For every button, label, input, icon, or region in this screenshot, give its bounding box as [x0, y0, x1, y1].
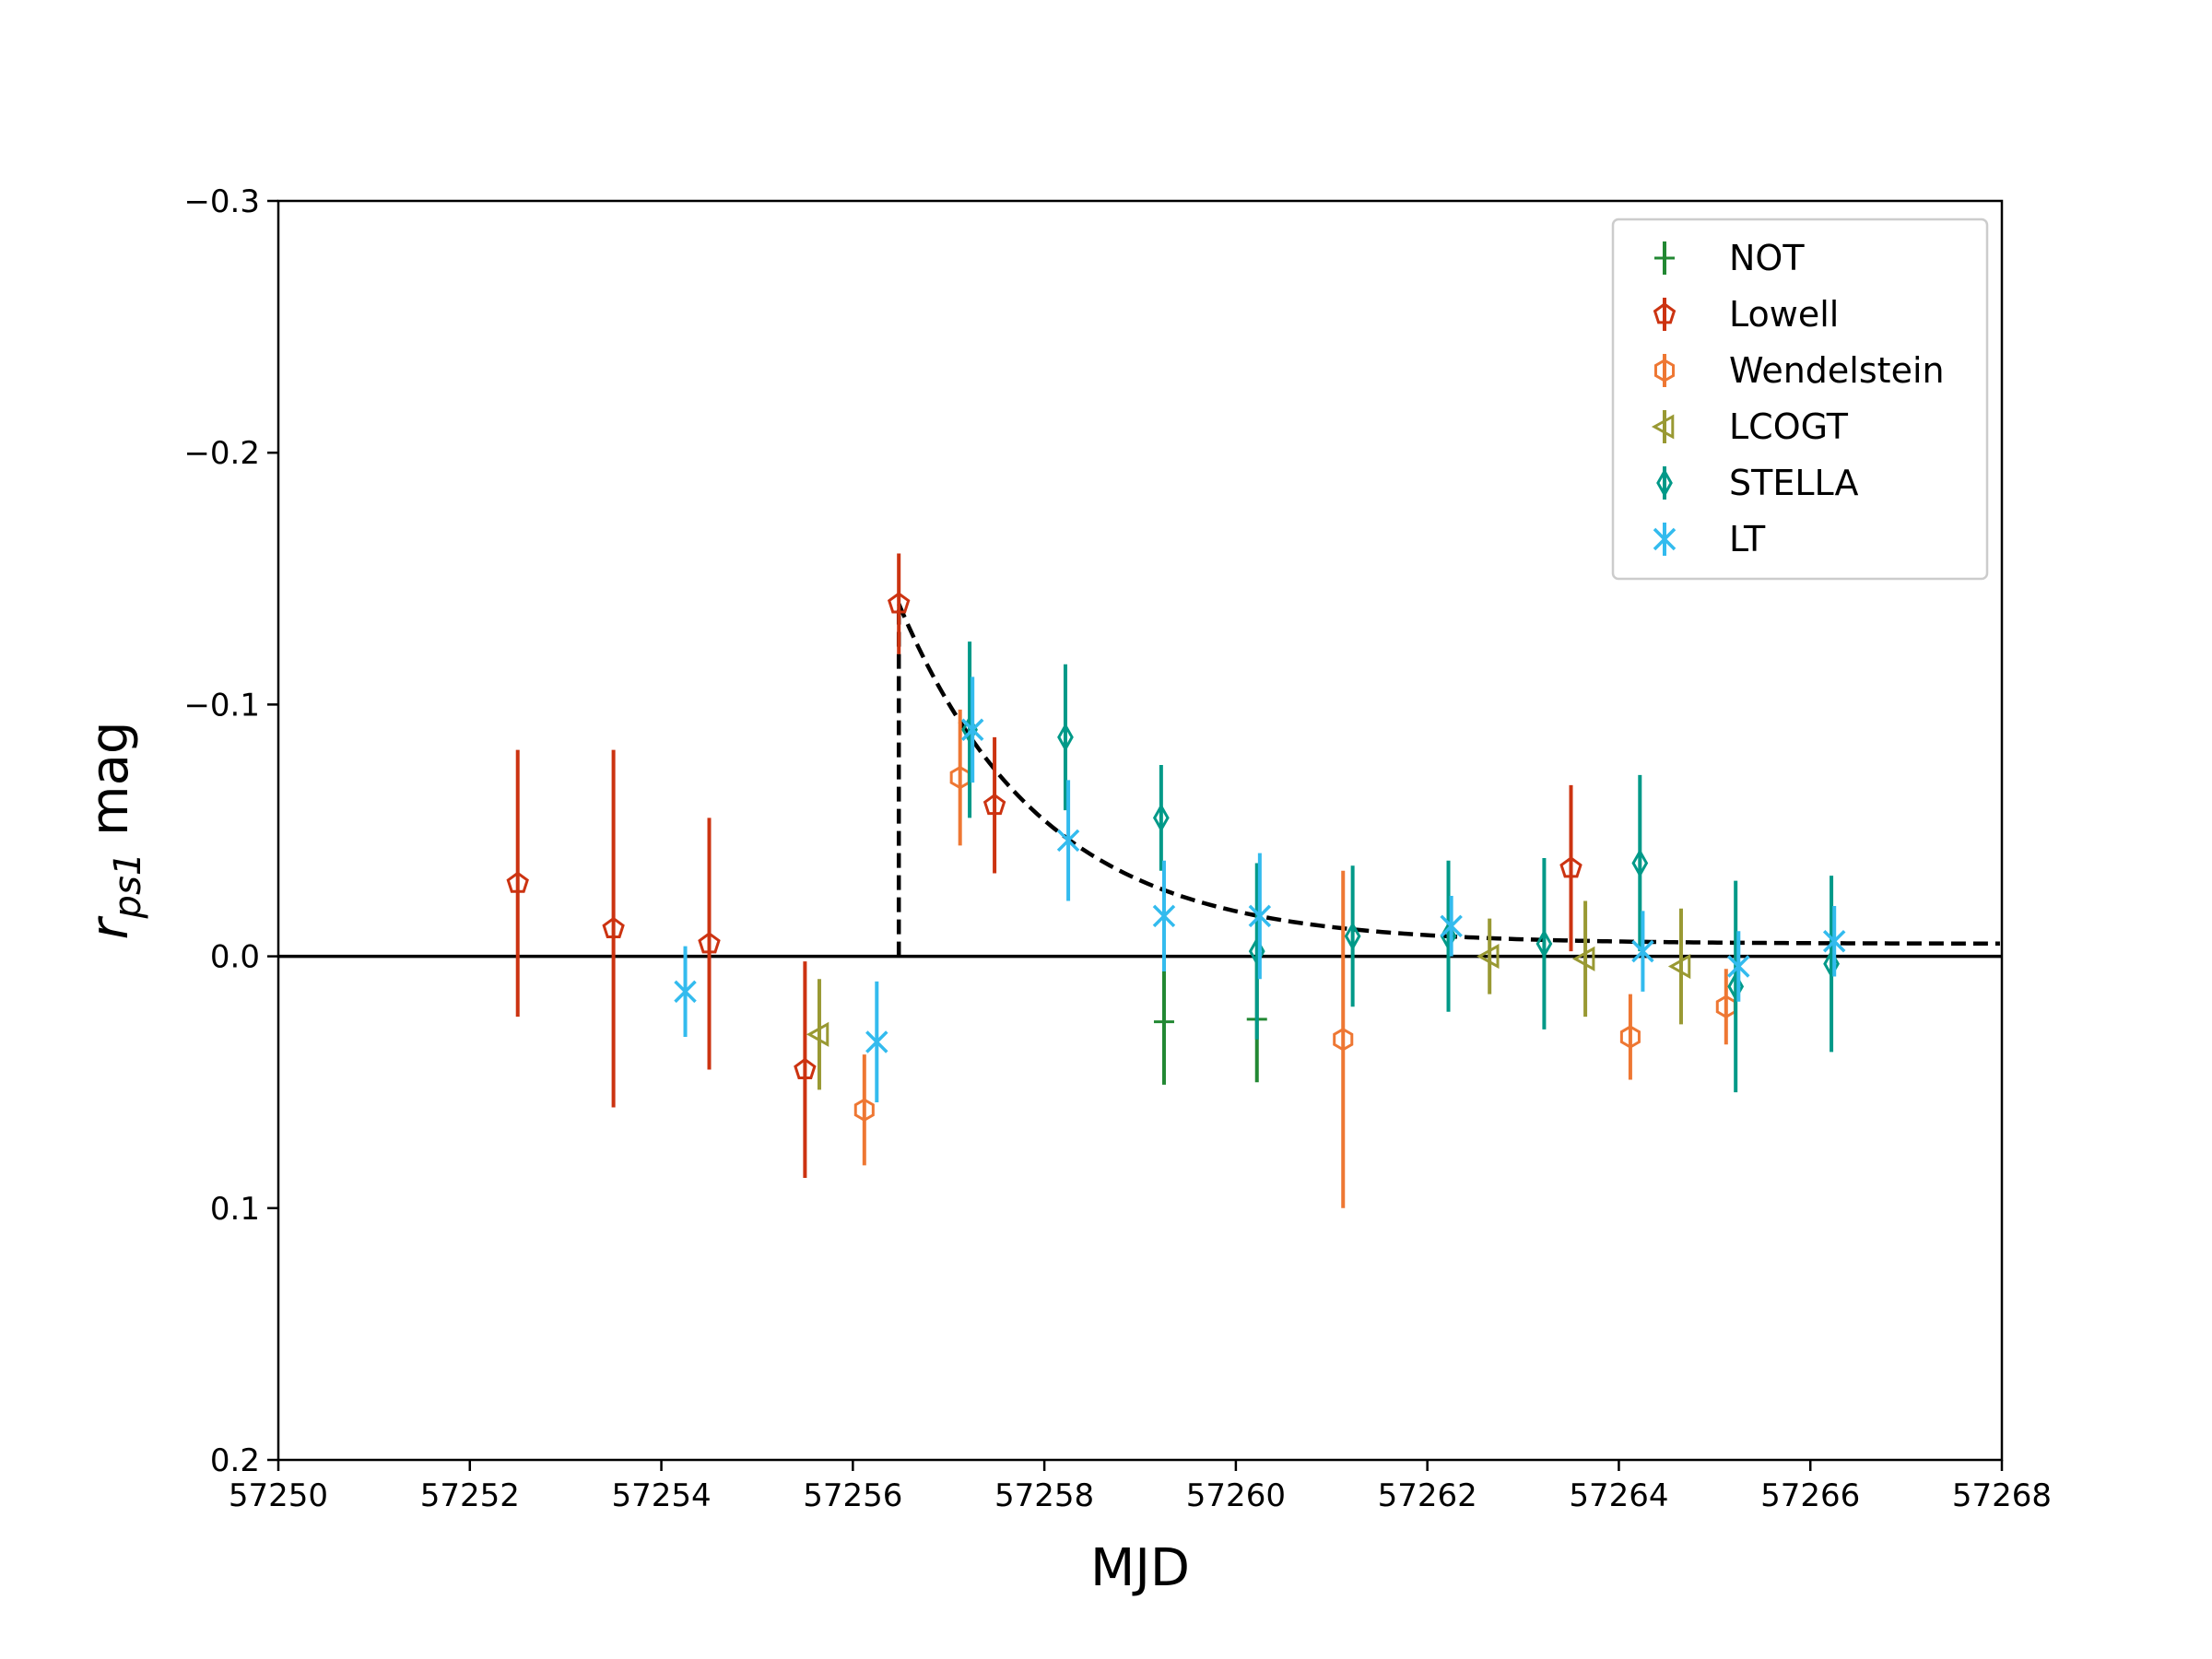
legend-marker-wendelstein	[1653, 359, 1676, 382]
lcogt-point-2	[1571, 946, 1595, 971]
lowell-point-5	[982, 793, 1006, 816]
stella-point-6	[1535, 929, 1553, 959]
x-tick-label: 57250	[229, 1477, 328, 1514]
lt-point-9	[1822, 929, 1846, 953]
series-lowell	[506, 553, 1583, 1179]
y-axis-label-suffix: mag	[80, 722, 140, 853]
legend-entry-stella: STELLA	[1656, 463, 1859, 503]
series-wendelstein	[853, 709, 1736, 1208]
legend-marker-lowell	[1653, 302, 1677, 324]
lcogt-point-3	[1667, 953, 1691, 980]
legend-entry-wendelstein: Wendelstein	[1653, 350, 1945, 391]
y-tick-label: −0.2	[183, 435, 260, 472]
x-tick-label: 57260	[1186, 1477, 1286, 1514]
x-axis: 57250 57252 57254 57256 57258 57260 57262 57264…	[229, 1460, 2052, 1514]
y-axis-label-main: r	[80, 915, 140, 939]
legend-entry-lcogt: LCOGT	[1651, 406, 1849, 447]
lowell-point-4	[887, 592, 911, 614]
legend-label-lowell: Lowell	[1729, 294, 1839, 335]
lt-point-1	[865, 1030, 888, 1053]
lt-point-5	[1248, 904, 1272, 928]
legend-entry-lt: LT	[1653, 519, 1766, 559]
lcogt-point-0	[806, 1021, 830, 1047]
plot-area	[278, 553, 2002, 1208]
lt-point-3	[1056, 829, 1080, 853]
stella-point-4	[1344, 922, 1361, 951]
y-axis-label-sub: ps1	[107, 853, 149, 920]
x-tick-label: 57252	[420, 1477, 520, 1514]
not-point-0	[1153, 1011, 1174, 1032]
y-axis-label: rps1 mag	[80, 722, 149, 940]
lt-point-4	[1152, 904, 1176, 928]
y-tick-label: 0.2	[210, 1442, 260, 1479]
lt-point-8	[1727, 955, 1750, 978]
y-tick-label: −0.3	[183, 183, 260, 220]
axes-frame	[276, 199, 2004, 1462]
lowell-point-3	[794, 1057, 817, 1079]
series-lcogt	[806, 900, 1691, 1090]
lt-point-0	[674, 980, 697, 1004]
lt-point-7	[1631, 939, 1654, 963]
wendelstein-point-3	[1619, 1025, 1641, 1049]
lt-point-2	[960, 718, 984, 741]
wendelstein-point-2	[1333, 1028, 1354, 1052]
stella-point-2	[1152, 803, 1170, 833]
legend-marker-lcogt	[1651, 414, 1675, 440]
legend-label-lt: LT	[1729, 519, 1766, 559]
lowell-point-1	[602, 916, 625, 938]
y-axis: −0.3 −0.2 −0.1 0.0 0.1 0.2	[183, 183, 278, 1479]
legend-label-wendelstein: Wendelstein	[1729, 350, 1945, 391]
y-tick-label: 0.1	[210, 1191, 260, 1228]
series-lt	[674, 677, 1846, 1103]
legend-label-lcogt: LCOGT	[1729, 406, 1849, 447]
x-tick-label: 57264	[1569, 1477, 1668, 1514]
lt-point-6	[1440, 914, 1463, 938]
legend-marker-lt	[1653, 527, 1677, 551]
legend-label-not: NOT	[1729, 238, 1805, 278]
y-tick-label: 0.0	[210, 939, 260, 976]
stella-point-7	[1631, 848, 1649, 878]
legend-marker-not	[1654, 248, 1675, 268]
legend-box	[1611, 218, 1989, 581]
stella-point-1	[1057, 723, 1074, 752]
lcogt-point-1	[1477, 944, 1500, 970]
x-tick-label: 57268	[1952, 1477, 2052, 1514]
x-axis-label: MJD	[1090, 1538, 1190, 1598]
x-tick-label: 57266	[1760, 1477, 1860, 1514]
y-tick-label: −0.1	[183, 687, 260, 724]
legend: NOT Lowell Wendelstein LCOGT STELLA LT	[1611, 218, 1989, 581]
x-tick-label: 57256	[803, 1477, 902, 1514]
x-tick-label: 57258	[994, 1477, 1094, 1514]
lowell-point-2	[698, 932, 721, 954]
legend-entry-lowell: Lowell	[1653, 294, 1839, 335]
legend-label-stella: STELLA	[1729, 463, 1859, 503]
lowell-point-6	[1559, 856, 1583, 878]
x-tick-label: 57254	[611, 1477, 711, 1514]
x-tick-label: 57262	[1378, 1477, 1477, 1514]
lowell-point-0	[506, 871, 529, 893]
legend-marker-stella	[1656, 468, 1673, 498]
wendelstein-point-0	[853, 1098, 875, 1122]
legend-entry-not: NOT	[1654, 238, 1805, 278]
